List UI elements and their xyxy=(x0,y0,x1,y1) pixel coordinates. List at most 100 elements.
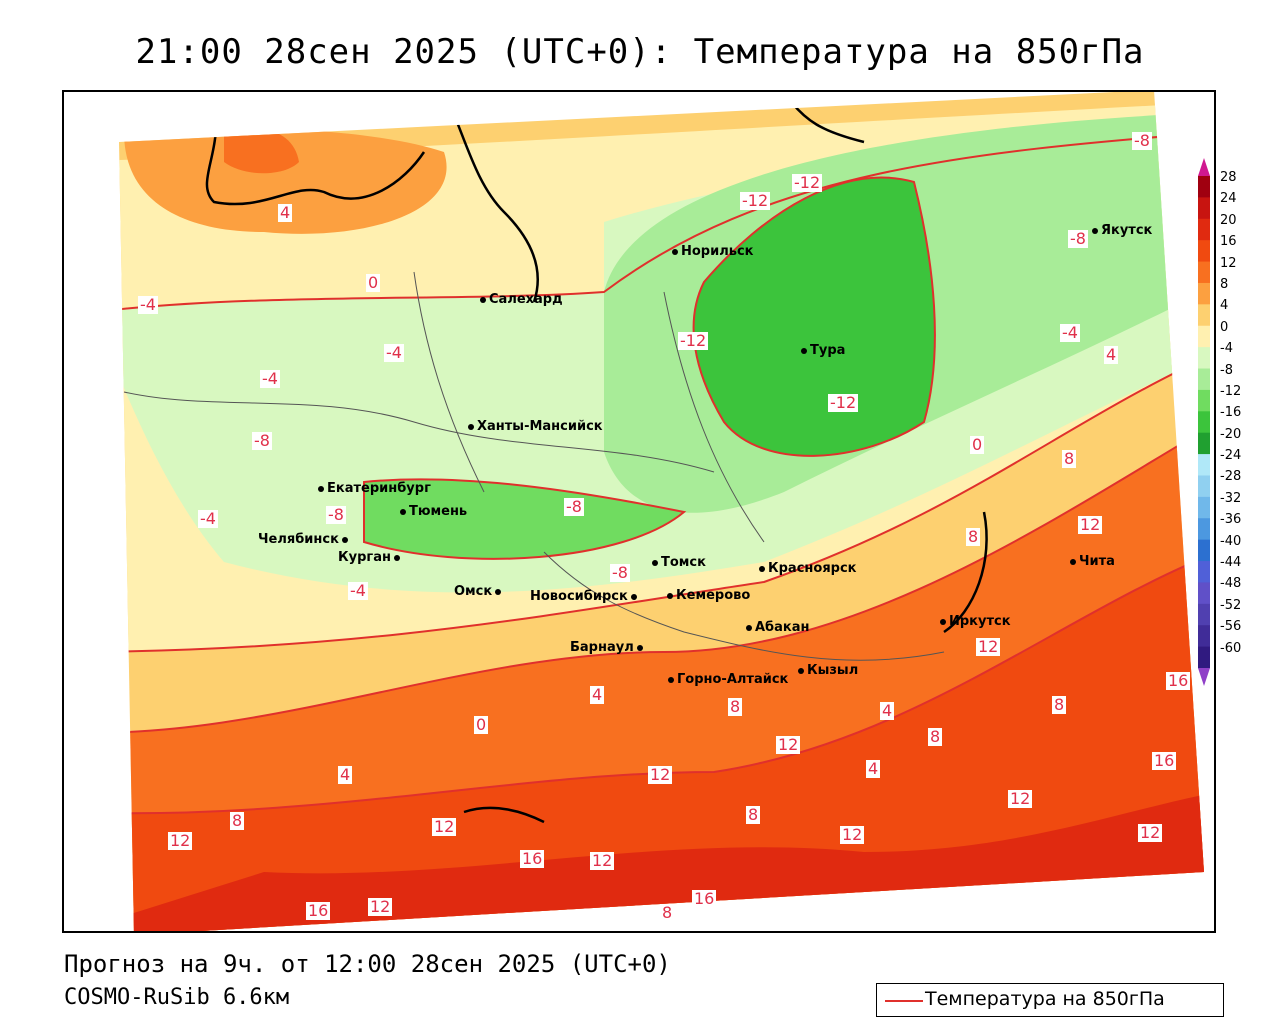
city-yakutsk: Якутск xyxy=(1092,223,1152,238)
city-salekhard: Салехард xyxy=(480,292,563,307)
legend: Температура на 850гПа xyxy=(876,983,1224,1017)
city-kurgan: Курган xyxy=(338,550,403,565)
colorbar-swatch xyxy=(1198,240,1210,263)
isoline-label: 4 xyxy=(880,701,895,720)
city-yekaterinburg: Екатеринбург xyxy=(318,481,431,496)
colorbar-swatch xyxy=(1198,304,1210,327)
colorbar-tick-label: 28 xyxy=(1220,170,1237,185)
isoline-label: 4 xyxy=(1104,345,1119,364)
isoline-label: -4 xyxy=(1060,323,1080,342)
city-marker-icon xyxy=(652,559,658,566)
map-area[interactable]: Норильск Салехард Тура Якутск Ханты-Манс… xyxy=(62,90,1216,933)
isoline-label: 8 xyxy=(728,697,743,716)
colorbar-swatch xyxy=(1198,518,1210,541)
city-marker-icon xyxy=(940,618,946,625)
colorbar-tick-label: -56 xyxy=(1220,619,1242,635)
city-krasnoyarsk: Красноярск xyxy=(759,561,857,576)
isoline-label: 12 xyxy=(1138,823,1163,842)
colorbar-tick-label: -32 xyxy=(1220,490,1242,506)
colorbar-tick-label: 8 xyxy=(1220,276,1229,292)
city-omsk: Омск xyxy=(454,584,504,599)
colorbar-tick-label: -48 xyxy=(1220,576,1242,592)
isoline-label: -12 xyxy=(828,393,859,412)
colorbar-tick-label: -4 xyxy=(1220,341,1233,357)
colorbar-tick-label: -44 xyxy=(1220,555,1242,571)
isoline-label: 4 xyxy=(338,765,353,784)
city-marker-icon xyxy=(400,508,406,515)
city-tyumen: Тюмень xyxy=(400,504,467,519)
isoline-label: 0 xyxy=(970,435,985,454)
city-marker-icon xyxy=(759,565,765,572)
isoline-label: 12 xyxy=(648,765,673,784)
city-irkutsk: Иркутск xyxy=(940,614,1011,629)
isoline-label: 12 xyxy=(590,851,615,870)
colorbar-swatch xyxy=(1198,389,1210,412)
colorbar-swatch xyxy=(1198,218,1210,241)
colorbar-swatch xyxy=(1198,582,1210,605)
isoline-label: 4 xyxy=(590,685,605,704)
temperature-field xyxy=(119,92,1204,931)
isoline-label: 12 xyxy=(168,831,193,850)
isoline-label: 12 xyxy=(432,817,457,836)
city-kyzyl: Кызыл xyxy=(798,663,858,678)
city-tomsk: Томск xyxy=(652,555,706,570)
colorbar-tick-label: 24 xyxy=(1220,191,1237,207)
city-marker-icon xyxy=(318,485,324,492)
colorbar-tick-label: -24 xyxy=(1220,448,1242,464)
colorbar-tick-label: -52 xyxy=(1220,597,1242,613)
colorbar-swatch xyxy=(1198,496,1210,519)
colorbar-swatch xyxy=(1198,282,1210,305)
isoline-label: 12 xyxy=(1078,515,1103,534)
isoline-label: 12 xyxy=(840,825,865,844)
city-marker-icon xyxy=(672,248,678,255)
colorbar-swatch xyxy=(1198,539,1210,562)
colorbar-tick-label: 16 xyxy=(1220,234,1237,250)
isoline-label: 16 xyxy=(306,901,331,920)
isoline-label: -4 xyxy=(198,509,218,528)
colorbar-strip xyxy=(1198,158,1210,686)
isoline-label: 0 xyxy=(366,273,381,292)
isoline-label: -12 xyxy=(678,331,709,350)
city-marker-icon xyxy=(630,593,637,600)
isoline-label: 8 xyxy=(1052,695,1067,714)
colorbar-tick-label: -8 xyxy=(1220,362,1233,378)
city-chita: Чита xyxy=(1070,554,1115,569)
isoline-label: 0 xyxy=(474,715,489,734)
isoline-label: 8 xyxy=(928,727,943,746)
city-marker-icon xyxy=(667,592,673,599)
colorbar-swatch xyxy=(1198,625,1210,648)
isoline-label: 4 xyxy=(866,759,881,778)
isoline-label: 12 xyxy=(368,897,393,916)
colorbar-tick-label: 0 xyxy=(1220,319,1229,335)
isoline-label: 8 xyxy=(230,811,245,830)
isoline-label: -8 xyxy=(1132,131,1152,150)
colorbar-top-arrow xyxy=(1198,158,1210,176)
isoline-label: -4 xyxy=(384,343,404,362)
forecast-info: Прогноз на 9ч. от 12:00 28сен 2025 (UTC+… xyxy=(64,950,671,978)
isoline-label: 12 xyxy=(776,735,801,754)
colorbar-tick-label: -28 xyxy=(1220,469,1242,485)
city-khanty-mansiysk: Ханты-Мансийск xyxy=(468,419,603,434)
city-marker-icon xyxy=(801,347,807,354)
colorbar-swatch xyxy=(1198,176,1210,198)
city-tura: Тура xyxy=(801,343,845,358)
isoline-label: 16 xyxy=(692,889,717,908)
colorbar-tick-label: 12 xyxy=(1220,255,1237,271)
colorbar-tick-label: 20 xyxy=(1220,212,1237,228)
isoline-label: 16 xyxy=(1152,751,1177,770)
city-marker-icon xyxy=(746,624,752,631)
city-marker-icon xyxy=(495,588,502,595)
city-marker-icon xyxy=(798,667,804,674)
colorbar-swatch xyxy=(1198,561,1210,583)
city-marker-icon xyxy=(480,296,486,303)
colorbar-tick-label: -36 xyxy=(1220,512,1242,528)
colorbar-swatch xyxy=(1198,646,1210,669)
model-name: COSMO-RuSib 6.6км xyxy=(64,985,290,1010)
colorbar-swatch xyxy=(1198,368,1210,391)
colorbar-swatch xyxy=(1198,411,1210,434)
city-marker-icon xyxy=(393,554,400,561)
colorbar-swatch xyxy=(1198,197,1210,220)
isoline-label: -12 xyxy=(740,191,771,210)
colorbar: 28 24 20 16 12 8 4 0 -4 -8 -12 -16 -20 -24 -28 -32 -36 -4… xyxy=(1196,158,1266,698)
isoline-label: -8 xyxy=(1068,229,1088,248)
